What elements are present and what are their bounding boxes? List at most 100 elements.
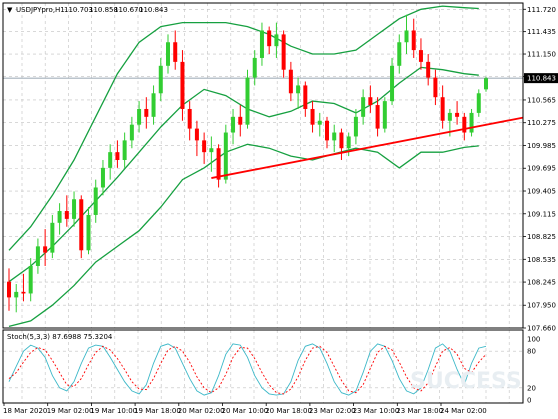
stochastic-lines bbox=[8, 343, 487, 396]
time-tick-label: 20 Mar 10:00 bbox=[222, 407, 269, 415]
candle-body bbox=[35, 246, 40, 266]
price-tick-label: 107.950 bbox=[527, 302, 556, 310]
candle-body bbox=[209, 148, 214, 153]
candle-body bbox=[317, 120, 322, 125]
candle-body bbox=[462, 116, 467, 133]
candle-body bbox=[144, 108, 149, 117]
candle-body bbox=[469, 112, 474, 133]
time-tick-label: 23 Mar 18:00 bbox=[396, 407, 443, 415]
candle bbox=[209, 136, 214, 172]
lower-band-line bbox=[8, 143, 479, 328]
candle bbox=[50, 214, 55, 259]
header-open: 110.703 bbox=[64, 6, 93, 14]
candle-body bbox=[476, 93, 481, 113]
candle-body bbox=[411, 30, 416, 51]
candle-body bbox=[72, 199, 77, 219]
candle-body bbox=[426, 61, 431, 78]
time-tick-label: 23 Mar 10:00 bbox=[353, 407, 400, 415]
candle-body bbox=[43, 246, 48, 253]
candle-body bbox=[245, 77, 250, 125]
trendline-group bbox=[211, 116, 524, 179]
candle bbox=[426, 54, 431, 86]
candle bbox=[332, 124, 337, 153]
candle bbox=[440, 85, 445, 129]
candle bbox=[375, 97, 380, 137]
candle-body bbox=[353, 116, 358, 137]
price-tick-label: 108.825 bbox=[527, 233, 556, 241]
candle bbox=[115, 140, 120, 168]
candle-body bbox=[202, 140, 207, 153]
candle-body bbox=[267, 30, 272, 47]
price-tick-label: 109.115 bbox=[527, 210, 556, 218]
candle bbox=[187, 101, 192, 141]
candle bbox=[137, 101, 142, 133]
candle bbox=[368, 85, 373, 113]
stoch-label: Stoch(5,3,3) 87.6988 75.3204 bbox=[7, 333, 113, 341]
candle bbox=[325, 116, 329, 149]
time-tick-label: 23 Mar 02:00 bbox=[309, 407, 356, 415]
candle-body bbox=[137, 108, 142, 125]
time-tick-label: 19 Mar 18:00 bbox=[134, 407, 181, 415]
candle bbox=[397, 34, 402, 74]
candle bbox=[418, 38, 423, 70]
candle-body bbox=[14, 291, 19, 298]
time-tick-label: 19 Mar 10:00 bbox=[90, 407, 137, 415]
current-price-label: 110.843 bbox=[527, 75, 556, 83]
candle-body bbox=[64, 211, 69, 219]
candle-body bbox=[166, 42, 170, 66]
candle-body bbox=[129, 124, 134, 141]
candle bbox=[108, 144, 113, 180]
candle-body bbox=[173, 42, 178, 62]
stoch-tick-label: 80 bbox=[527, 348, 536, 356]
candle-body bbox=[433, 77, 438, 98]
candle-body bbox=[79, 199, 84, 251]
candle-body bbox=[180, 61, 185, 109]
candle-body bbox=[238, 116, 243, 125]
stoch-tick-label: 100 bbox=[527, 336, 540, 344]
candle bbox=[144, 97, 149, 129]
time-tick-label: 20 Mar 02:00 bbox=[178, 407, 225, 415]
candle bbox=[404, 14, 409, 55]
candle bbox=[317, 112, 322, 137]
candle bbox=[353, 108, 358, 145]
candle bbox=[281, 30, 286, 78]
candle bbox=[231, 108, 236, 145]
candle-body bbox=[404, 30, 409, 43]
candle bbox=[252, 50, 257, 86]
candle-body bbox=[455, 112, 460, 117]
candle-body bbox=[151, 93, 156, 117]
candle-body bbox=[158, 65, 163, 94]
candle bbox=[173, 30, 178, 70]
stoch-plot-frame bbox=[2, 329, 524, 404]
candle-body bbox=[274, 34, 279, 47]
candle bbox=[245, 69, 250, 129]
candle-body bbox=[303, 85, 308, 109]
header-symbol: USDJPYpro,H1 bbox=[16, 6, 65, 14]
candle bbox=[180, 50, 185, 121]
price-axis: 111.720111.435111.150110.865110.565110.2… bbox=[523, 6, 558, 333]
price-tick-label: 109.985 bbox=[527, 142, 556, 150]
candle bbox=[274, 22, 279, 58]
stoch-grid bbox=[3, 330, 523, 403]
candle bbox=[455, 101, 460, 125]
candle bbox=[202, 132, 207, 164]
candle bbox=[43, 229, 48, 266]
candle bbox=[14, 284, 19, 313]
candle bbox=[166, 34, 170, 74]
candle bbox=[476, 89, 481, 117]
price-tick-label: 111.150 bbox=[527, 51, 556, 59]
candle bbox=[223, 124, 228, 184]
candle-body bbox=[346, 136, 351, 149]
candle-body bbox=[50, 222, 55, 253]
candle-body bbox=[223, 132, 228, 180]
candle bbox=[216, 144, 221, 188]
candle-body bbox=[252, 57, 257, 78]
candle bbox=[57, 203, 62, 235]
candle bbox=[122, 132, 127, 168]
header-high: 110.858 bbox=[89, 6, 118, 14]
candle bbox=[303, 81, 308, 117]
candle bbox=[462, 112, 467, 141]
time-tick-label: 19 Mar 02:00 bbox=[47, 407, 94, 415]
